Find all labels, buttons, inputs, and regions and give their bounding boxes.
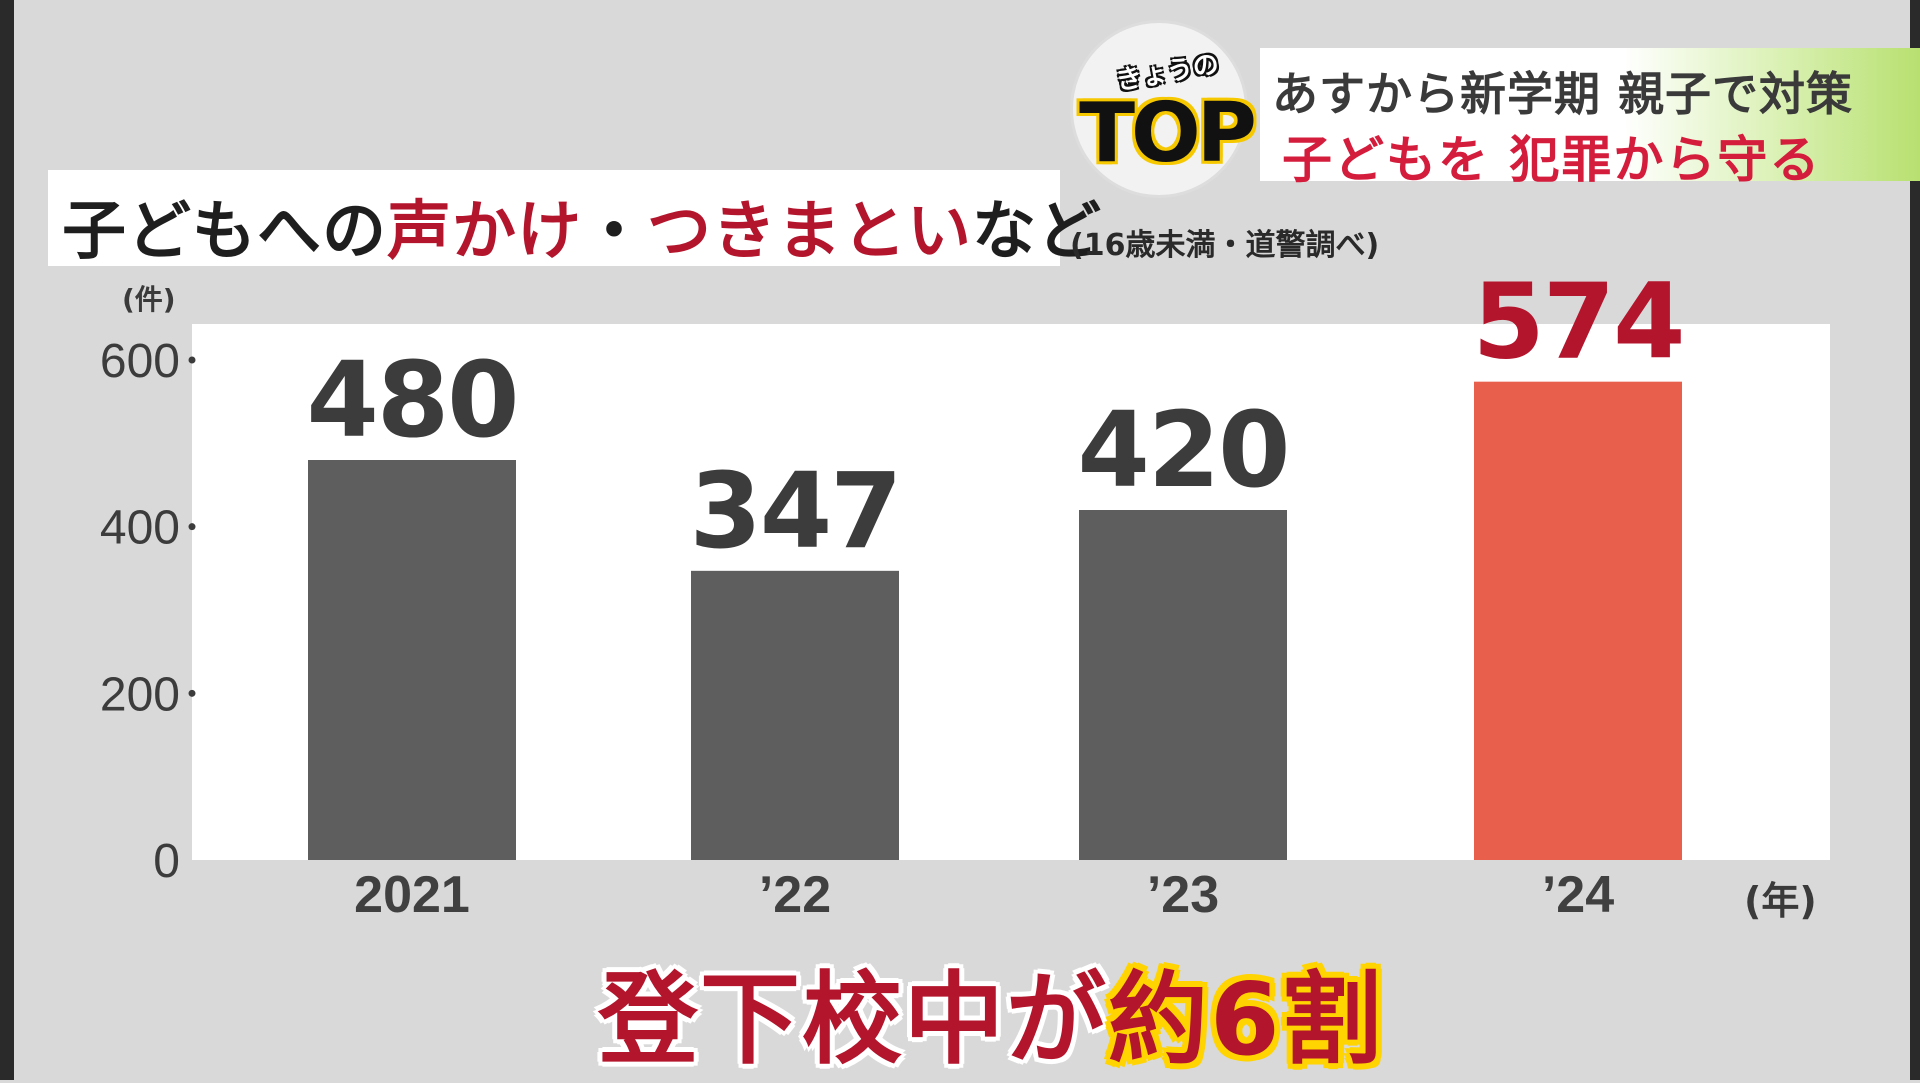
title-part-1: 子どもへの [62,195,387,269]
caption: 登下校中が約6割 [598,938,1384,1083]
value-label: 420 [1077,389,1288,511]
bar-2021 [308,460,516,860]
program-logo: きょうの TOP [1062,14,1272,198]
title-part-5: など [972,195,1102,269]
x-axis: 2021 ’22 ’23 ’24 [354,866,1614,924]
left-frame-edge [0,0,14,1080]
y-tick-mark [188,356,196,364]
title-part-4: つきまとい [647,195,972,269]
caption-part-2: 約6割 [1108,961,1384,1078]
x-tick-label: ’23 [1147,866,1219,924]
bar-24 [1474,381,1682,860]
title-part-3: ・ [582,195,647,269]
y-axis: 0 200 400 600 [100,335,196,888]
right-frame-edge [1910,0,1920,1080]
y-tick-label: 0 [153,835,180,888]
x-tick-label: ’24 [1542,866,1614,924]
y-tick-mark [188,689,196,697]
y-axis-unit: (件) [122,283,176,316]
x-axis-unit: (年) [1744,879,1817,923]
value-labels: 480 347 420 574 [306,261,1685,572]
value-label: 574 [1472,261,1683,383]
caption-part-1: 登下校中が [598,961,1108,1078]
banner-headline: あすから新学期 親子で対策 [1272,67,1854,121]
y-tick-mark [188,523,196,531]
value-label: 480 [306,339,517,461]
chart-title: 子どもへの声かけ・つきまといなど [62,180,1102,272]
title-box [48,170,1060,266]
title-part-2: 声かけ [387,195,582,269]
y-tick-label: 400 [100,502,180,555]
source-note: (16歳未満・道警調べ) [1070,228,1380,263]
y-tick-label: 200 [100,668,180,721]
x-tick-label: 2021 [354,866,470,924]
y-tick-label: 600 [100,335,180,388]
logo-big-text: TOP [1079,86,1257,181]
value-label: 347 [689,450,900,572]
logo-badge [1070,20,1248,198]
banner-subheadline: 子どもを 犯罪から守る [1282,131,1822,189]
news-banner [1260,48,1920,181]
bars [308,381,1682,860]
x-tick-label: ’22 [759,866,831,924]
bar-23 [1079,510,1287,860]
bar-22 [691,570,899,860]
